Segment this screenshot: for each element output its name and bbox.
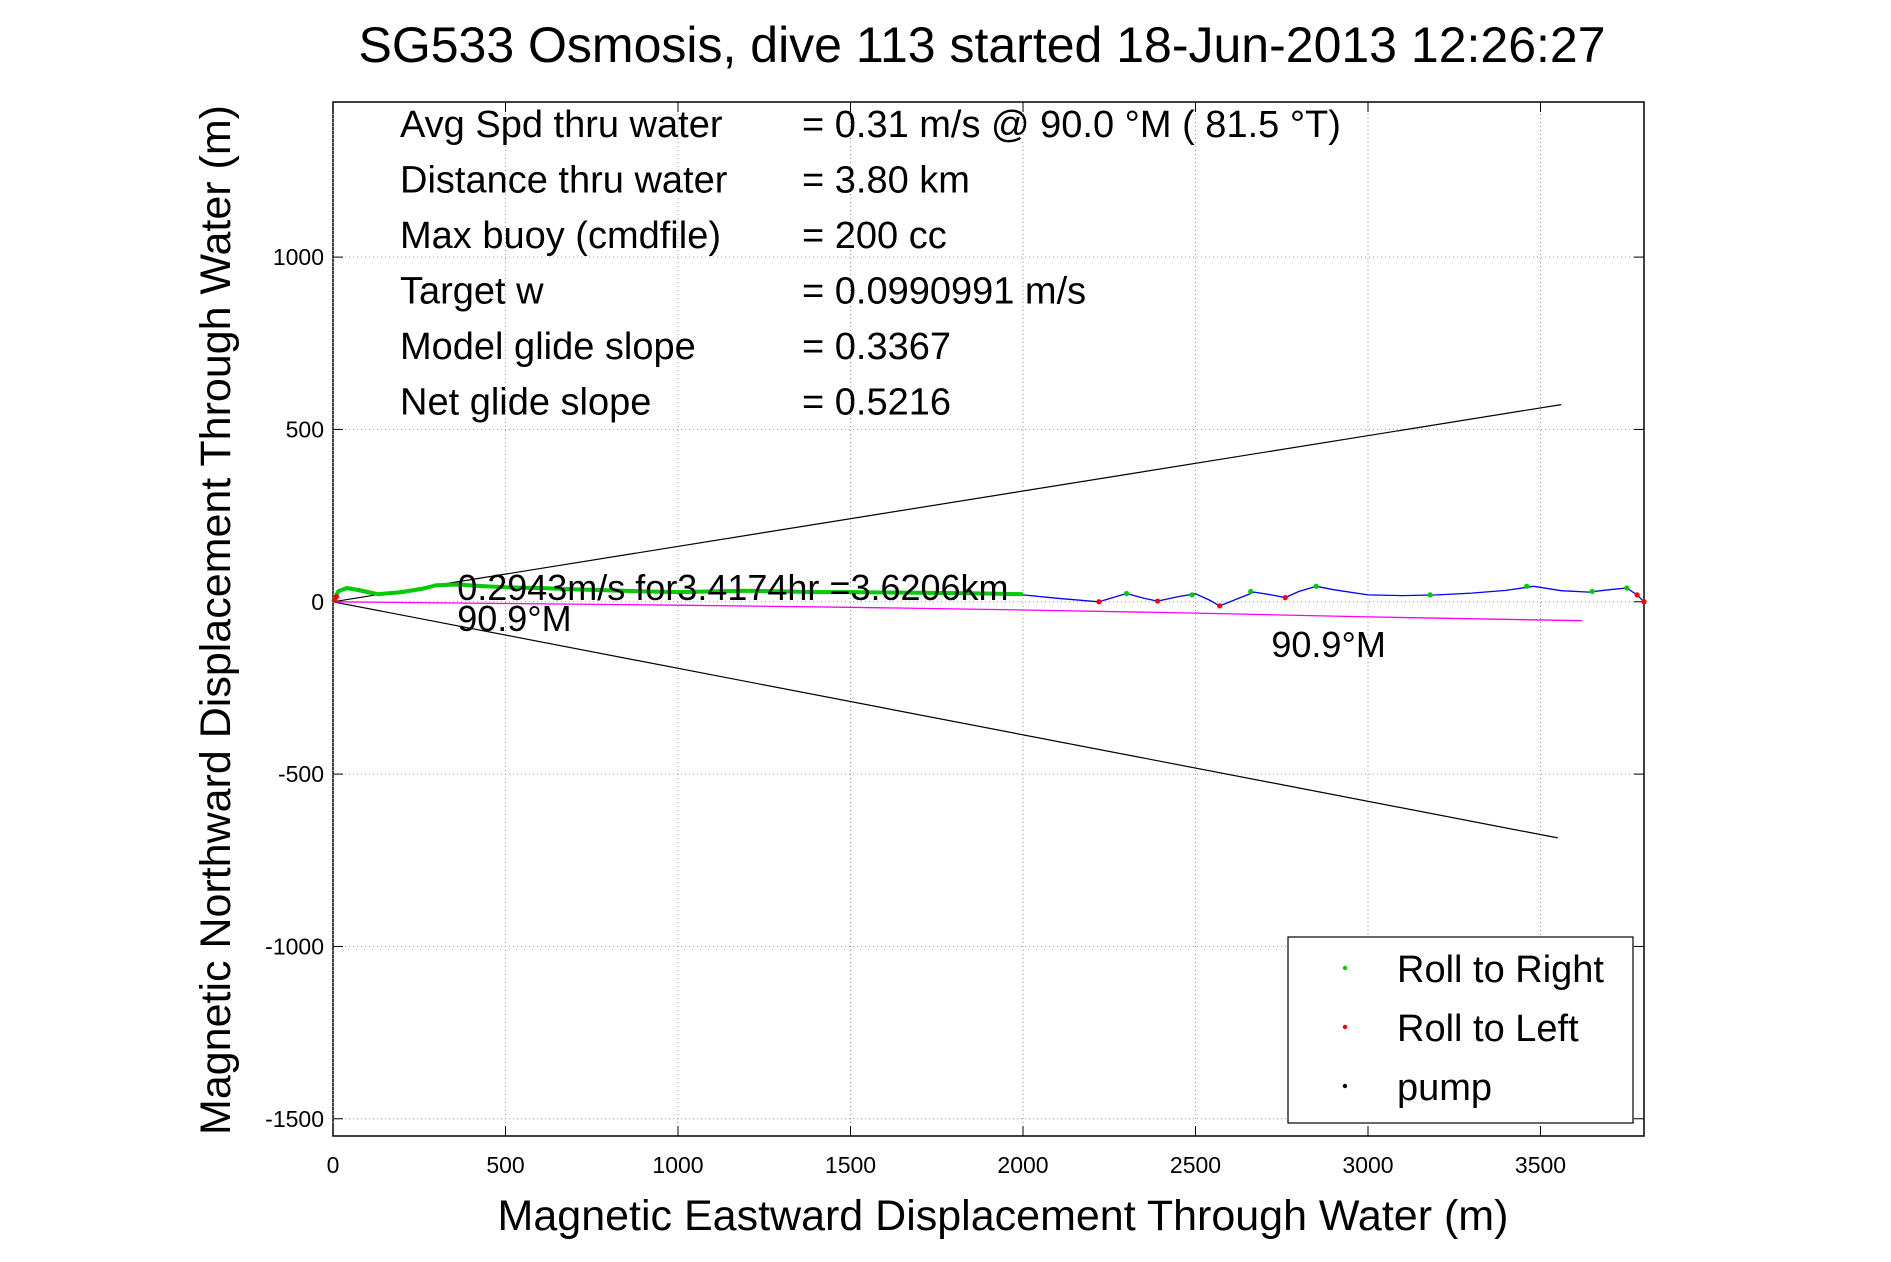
- y-tick-label: -1500: [265, 1106, 324, 1132]
- y-tick-label: 500: [286, 416, 324, 442]
- stat-label: Max buoy (cmdfile): [400, 215, 721, 257]
- series-6-point: [1641, 599, 1647, 605]
- legend: Roll to Right Roll to Left pump: [1287, 936, 1634, 1124]
- series-6-point: [1634, 592, 1640, 598]
- series-0-line: [332, 404, 1562, 603]
- series-4-line: [331, 582, 1024, 603]
- chart-title: SG533 Osmosis, dive 113 started 18-Jun-2…: [358, 17, 1605, 73]
- annotation-text: 90.9°M: [1271, 624, 1385, 665]
- data-series: [331, 404, 1647, 839]
- x-tick-label: 0: [327, 1152, 340, 1178]
- x-tick-label: 3000: [1342, 1152, 1393, 1178]
- stat-value: = 0.5216: [802, 382, 951, 424]
- legend-marker: [1342, 1083, 1348, 1089]
- series-5-point: [1248, 588, 1254, 595]
- series-5-point: [1427, 592, 1433, 598]
- x-tick-label: 2000: [997, 1152, 1048, 1178]
- series-5-point: [1524, 583, 1530, 589]
- annotations: 0.2943m/s for3.4174hr =3.6206km90.9°M90.…: [457, 567, 1386, 665]
- legend-label: Roll to Left: [1397, 1008, 1579, 1050]
- x-axis-label: Magnetic Eastward Displacement Through W…: [498, 1192, 1509, 1240]
- stat-value: = 3.80 km: [802, 160, 970, 202]
- series-5-point: [1123, 590, 1130, 597]
- stat-value: = 0.0990991 m/s: [802, 271, 1086, 313]
- stat-value: = 0.3367: [802, 326, 951, 368]
- y-tick-label: -1000: [265, 933, 324, 959]
- stat-label: Distance thru water: [400, 160, 728, 202]
- stat-value: = 200 cc: [802, 215, 947, 257]
- series-6-point: [1154, 598, 1161, 604]
- series-6-point: [1282, 595, 1288, 601]
- y-tick-label: 1000: [273, 244, 324, 270]
- stat-label: Net glide slope: [400, 382, 651, 424]
- series-5-point: [1624, 585, 1630, 591]
- annotation-text: 90.9°M: [457, 598, 571, 639]
- stat-value: = 0.31 m/s @ 90.0 °M ( 81.5 °T): [802, 104, 1341, 146]
- axis-ticks: 0 500 1000 1500 2000 2500 3000 3500 -1500 -1000 -5…: [265, 102, 1644, 1178]
- series-6-point: [333, 593, 340, 600]
- series-6-point: [1217, 603, 1223, 609]
- x-tick-label: 1000: [652, 1152, 703, 1178]
- series-5-point: [1589, 588, 1595, 595]
- series-5-point: [1313, 583, 1319, 589]
- series-2-line: [332, 601, 1582, 622]
- stat-label: Avg Spd thru water: [400, 104, 723, 146]
- y-axis-label: Magnetic Northward Displacement Through …: [192, 105, 240, 1135]
- stats-block: Avg Spd thru water = 0.31 m/s @ 90.0 °M (…: [400, 104, 1341, 424]
- series-1-line: [332, 601, 1558, 839]
- stat-label: Target w: [400, 271, 544, 313]
- legend-marker: [1342, 965, 1348, 971]
- x-tick-label: 2500: [1170, 1152, 1221, 1178]
- x-tick-label: 3500: [1515, 1152, 1566, 1178]
- y-tick-label: 0: [311, 589, 324, 615]
- x-tick-label: 1500: [825, 1152, 876, 1178]
- legend-label: pump: [1397, 1067, 1492, 1109]
- x-tick-label: 500: [486, 1152, 524, 1178]
- legend-marker: [1342, 1024, 1348, 1030]
- annotation-text: 0.2943m/s for3.4174hr =3.6206km: [457, 567, 1008, 608]
- y-tick-label: -500: [278, 761, 324, 787]
- series-5-point: [1189, 592, 1195, 598]
- series-6-point: [1096, 599, 1102, 605]
- legend-label: Roll to Right: [1397, 949, 1604, 991]
- stat-label: Model glide slope: [400, 326, 696, 368]
